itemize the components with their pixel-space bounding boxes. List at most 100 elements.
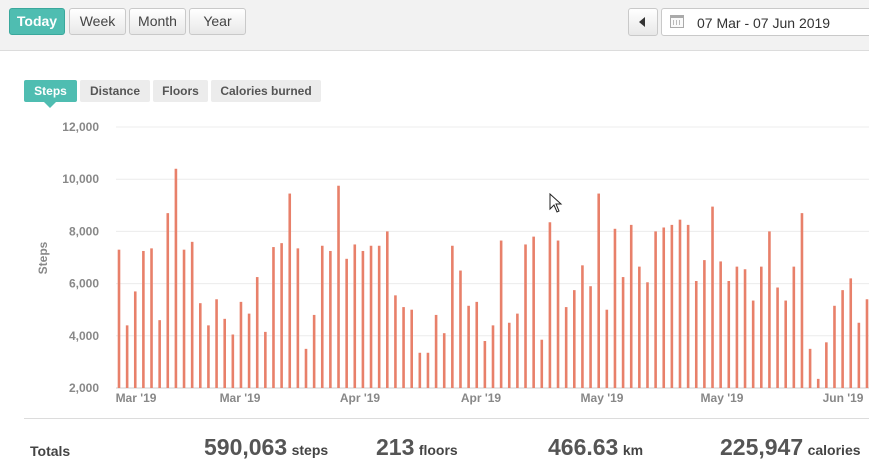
tab-distance[interactable]: Distance xyxy=(80,80,150,102)
total-steps-unit: steps xyxy=(291,442,329,458)
bar xyxy=(402,307,405,388)
year-button[interactable]: Year xyxy=(189,8,246,35)
today-button[interactable]: Today xyxy=(9,8,65,35)
tab-steps[interactable]: Steps xyxy=(24,80,77,108)
bar xyxy=(581,265,584,388)
bar xyxy=(629,224,633,389)
bar xyxy=(808,348,812,388)
bar xyxy=(719,261,722,388)
month-button[interactable]: Month xyxy=(129,8,186,35)
x-tick-label: Mar '19 xyxy=(220,391,261,405)
bar xyxy=(686,224,690,389)
previous-period-button[interactable] xyxy=(628,8,658,36)
bar xyxy=(142,250,145,388)
bar xyxy=(532,236,535,388)
bar xyxy=(857,322,861,388)
bar xyxy=(133,291,137,388)
bar xyxy=(231,334,235,388)
bar xyxy=(792,266,796,388)
bar xyxy=(150,248,153,388)
total-calories-value: 225,947 xyxy=(720,434,804,460)
bar xyxy=(320,245,324,388)
bar xyxy=(386,231,389,388)
bar xyxy=(483,341,487,388)
bar xyxy=(507,322,511,388)
bar xyxy=(199,303,202,388)
total-calories-unit: calories xyxy=(807,442,861,458)
bar xyxy=(825,342,828,388)
bar xyxy=(524,244,527,388)
week-button[interactable]: Week xyxy=(69,8,126,35)
bar xyxy=(280,243,283,388)
bar xyxy=(548,222,552,388)
bar xyxy=(678,219,682,388)
totals-label: Totals xyxy=(30,443,71,459)
bar xyxy=(751,300,755,388)
y-axis-title: Steps xyxy=(36,241,50,274)
bar xyxy=(418,352,422,388)
x-tick-label: Apr '19 xyxy=(340,391,381,405)
tab-floors[interactable]: Floors xyxy=(153,80,208,102)
bar xyxy=(345,258,348,388)
bar xyxy=(475,301,479,388)
x-tick-label: May '19 xyxy=(701,391,744,405)
tab-calories-burned[interactable]: Calories burned xyxy=(211,80,321,102)
bar xyxy=(540,339,544,388)
x-tick-label: Mar '19 xyxy=(116,391,157,405)
bar xyxy=(467,305,470,388)
total-distance-value: 466.63 xyxy=(548,434,619,460)
bar xyxy=(849,278,853,388)
bar xyxy=(369,245,373,388)
bar xyxy=(605,309,609,388)
bar xyxy=(337,185,340,388)
bar xyxy=(158,320,161,388)
total-floors: 213 floors xyxy=(376,434,458,461)
bar xyxy=(841,290,844,389)
date-range-picker[interactable]: 07 Mar - 07 Jun 2019 xyxy=(661,8,869,36)
bar xyxy=(304,348,308,388)
bar xyxy=(613,228,617,388)
bar xyxy=(125,325,129,388)
y-tick-label: 10,000 xyxy=(62,172,99,186)
bar xyxy=(597,193,600,388)
bar xyxy=(564,307,568,388)
bar xyxy=(174,168,178,388)
bar xyxy=(442,333,446,388)
total-steps-value: 590,063 xyxy=(204,434,288,460)
bar xyxy=(182,249,186,388)
bar xyxy=(255,277,259,388)
bar xyxy=(654,231,657,388)
bar xyxy=(516,313,519,388)
bar xyxy=(166,213,170,388)
y-tick-label: 6,000 xyxy=(69,277,99,291)
bar xyxy=(312,314,316,388)
bar xyxy=(646,282,649,388)
bar xyxy=(589,286,592,388)
total-distance: 466.63 km xyxy=(548,434,643,461)
bar xyxy=(215,299,218,388)
bar xyxy=(264,331,267,388)
total-calories: 225,947 calories xyxy=(720,434,861,461)
total-distance-unit: km xyxy=(622,442,644,458)
steps-bar-chart: 2,000 4,000 6,000 8,000 10,000 12,000 Steps Mar… xyxy=(36,120,869,405)
bar xyxy=(784,300,787,388)
bar xyxy=(459,270,462,388)
bar xyxy=(288,193,292,388)
bar xyxy=(727,280,731,388)
bar xyxy=(735,266,739,388)
bar xyxy=(410,309,413,388)
bar xyxy=(694,280,698,388)
chevron-left-icon xyxy=(639,17,645,27)
total-floors-value: 213 xyxy=(376,434,415,460)
bar xyxy=(833,305,836,388)
bar xyxy=(865,299,869,388)
x-tick-label: May '19 xyxy=(581,391,624,405)
calendar-icon xyxy=(670,15,684,28)
bar xyxy=(434,314,438,388)
bar xyxy=(190,241,194,388)
date-range-text: 07 Mar - 07 Jun 2019 xyxy=(697,15,831,31)
mouse-pointer-icon xyxy=(549,193,563,213)
bar xyxy=(296,248,300,388)
bar xyxy=(353,244,357,388)
bar xyxy=(670,224,674,389)
